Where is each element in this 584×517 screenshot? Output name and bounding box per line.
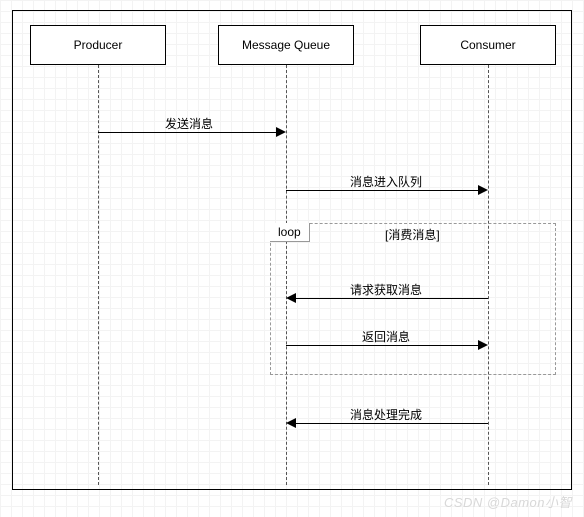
- loop-title: [消费消息]: [385, 226, 440, 243]
- msg-request-label: 请求获取消息: [350, 281, 422, 298]
- actor-consumer-label: Consumer: [460, 38, 515, 52]
- msg-done-line: [296, 423, 488, 424]
- actor-queue: Message Queue: [218, 25, 354, 65]
- msg-request-line: [296, 298, 488, 299]
- msg-done-label: 消息处理完成: [350, 406, 422, 423]
- actor-producer-label: Producer: [74, 38, 123, 52]
- watermark: CSDN @Damon小智: [444, 492, 572, 511]
- loop-tag: loop: [270, 223, 310, 242]
- actor-consumer: Consumer: [420, 25, 556, 65]
- msg-enqueue-label: 消息进入队列: [350, 173, 422, 190]
- msg-send-arrowhead-icon: [276, 127, 286, 137]
- msg-enqueue-line: [286, 190, 478, 191]
- lifeline-producer: [98, 65, 99, 485]
- msg-return-line: [286, 345, 478, 346]
- msg-request-arrowhead-icon: [286, 293, 296, 303]
- msg-enqueue-arrowhead-icon: [478, 185, 488, 195]
- msg-return-label: 返回消息: [362, 328, 410, 345]
- actor-producer: Producer: [30, 25, 166, 65]
- msg-send-label: 发送消息: [165, 115, 213, 132]
- msg-done-arrowhead-icon: [286, 418, 296, 428]
- msg-send-line: [98, 132, 276, 133]
- loop-fragment: [270, 223, 556, 375]
- loop-tag-label: loop: [278, 225, 301, 239]
- actor-queue-label: Message Queue: [242, 38, 330, 52]
- msg-return-arrowhead-icon: [478, 340, 488, 350]
